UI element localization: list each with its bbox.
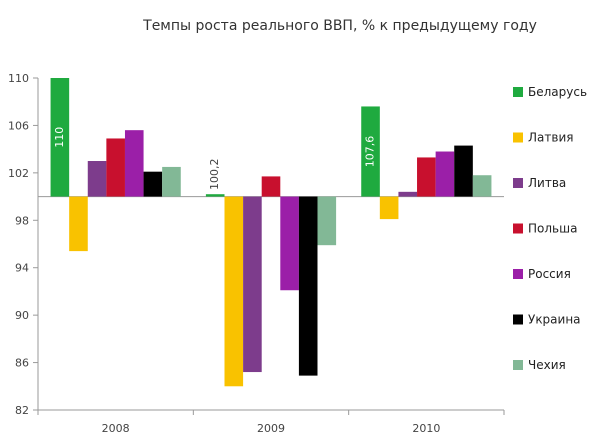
bar <box>69 196 88 252</box>
x-tick-label: 2009 <box>257 422 285 435</box>
bar <box>280 196 299 291</box>
bar <box>162 166 181 197</box>
x-tick-label: 2010 <box>412 422 440 435</box>
bar <box>50 78 70 197</box>
bar <box>417 157 436 197</box>
data-labels: 110 100,2 107,6 <box>53 127 377 190</box>
y-tick-label: 86 <box>15 357 29 370</box>
bar <box>379 196 399 220</box>
axes: 82 86 90 94 98 102 106 110 2008 2009 2010 <box>8 72 505 435</box>
x-tick-label: 2008 <box>102 422 130 435</box>
bar <box>124 130 144 197</box>
y-tick-label: 90 <box>15 309 29 322</box>
data-label: 110 <box>53 127 66 148</box>
legend-label: Украина <box>528 313 581 327</box>
bar <box>243 196 262 373</box>
legend-label: Латвия <box>528 131 573 145</box>
bar <box>261 176 281 197</box>
legend-label: Польша <box>528 222 577 236</box>
y-tick-label: 82 <box>15 404 29 417</box>
bar <box>143 171 163 197</box>
y-tick-label: 98 <box>15 214 29 227</box>
data-label: 100,2 <box>208 158 221 190</box>
bar <box>298 196 318 376</box>
y-tick-label: 106 <box>8 119 29 132</box>
legend: Беларусь Латвия Литва Польша Россия Украина Че… <box>513 85 587 372</box>
legend-label: Чехия <box>528 358 566 372</box>
bar <box>224 196 244 387</box>
bar <box>454 145 473 197</box>
legend-label: Литва <box>528 176 566 190</box>
legend-swatch <box>513 87 523 97</box>
legend-label: Россия <box>528 267 571 281</box>
bar <box>472 175 492 197</box>
bar <box>361 106 380 197</box>
legend-swatch <box>513 360 523 370</box>
y-tick-label: 102 <box>8 167 29 180</box>
bars <box>50 78 492 387</box>
legend-swatch <box>513 178 523 188</box>
legend-swatch <box>513 269 523 279</box>
bar <box>317 196 337 246</box>
legend-swatch <box>513 223 523 234</box>
bar <box>205 194 225 197</box>
bar <box>106 138 125 197</box>
bar <box>435 151 455 197</box>
data-label: 107,6 <box>364 136 377 168</box>
legend-label: Беларусь <box>528 85 587 99</box>
bar <box>87 161 107 197</box>
bar <box>398 191 418 197</box>
y-tick-label: 94 <box>15 262 29 275</box>
chart-title: Темпы роста реального ВВП, % к предыдуще… <box>143 18 537 34</box>
legend-swatch <box>513 314 523 325</box>
y-tick-label: 110 <box>8 72 29 85</box>
legend-swatch <box>513 132 523 143</box>
